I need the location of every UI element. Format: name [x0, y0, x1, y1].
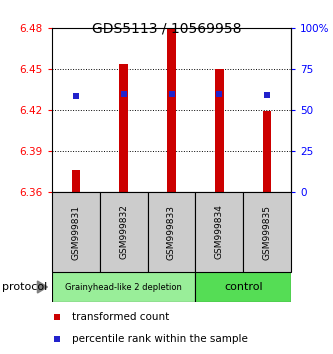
Bar [148, 192, 195, 272]
Bar [195, 272, 291, 302]
Text: GSM999831: GSM999831 [71, 205, 80, 259]
Text: GDS5113 / 10569958: GDS5113 / 10569958 [92, 21, 241, 35]
Text: Grainyhead-like 2 depletion: Grainyhead-like 2 depletion [65, 282, 182, 291]
Bar [167, 29, 176, 192]
Bar [52, 272, 195, 302]
Text: percentile rank within the sample: percentile rank within the sample [72, 335, 248, 344]
Bar [215, 69, 223, 192]
Bar [52, 192, 100, 272]
Bar [72, 170, 80, 192]
Text: transformed count: transformed count [72, 312, 169, 321]
Text: protocol: protocol [2, 282, 47, 292]
Bar [195, 192, 243, 272]
Bar [263, 112, 271, 192]
Polygon shape [37, 281, 47, 293]
Text: GSM999835: GSM999835 [263, 205, 272, 259]
Text: GSM999834: GSM999834 [215, 205, 224, 259]
Bar [100, 192, 148, 272]
Text: GSM999833: GSM999833 [167, 205, 176, 259]
Text: control: control [224, 282, 262, 292]
Bar [120, 63, 128, 192]
Text: GSM999832: GSM999832 [119, 205, 128, 259]
Bar [243, 192, 291, 272]
